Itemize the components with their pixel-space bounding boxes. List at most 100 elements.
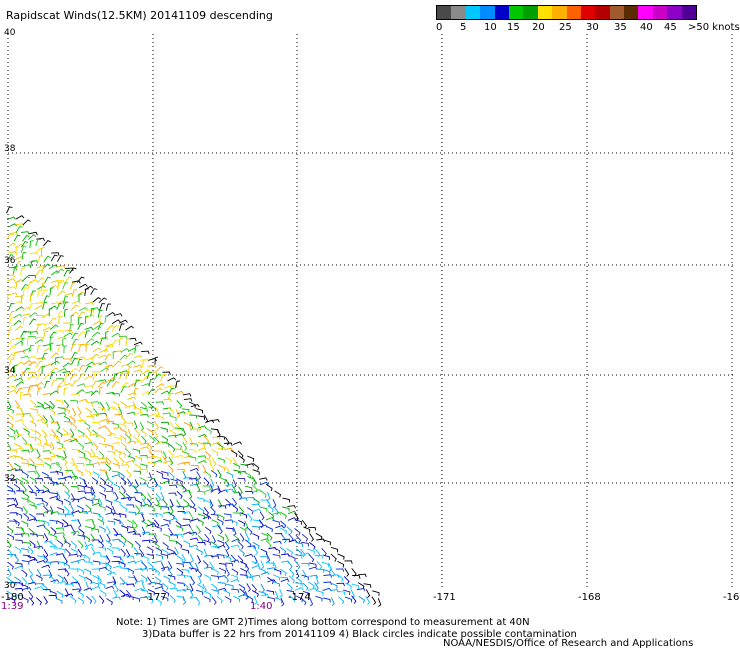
longitude-label: -180 <box>1 592 24 603</box>
wind-barb <box>239 588 246 597</box>
wind-barb <box>7 455 17 459</box>
wind-barb <box>163 518 171 525</box>
wind-barb <box>113 589 118 599</box>
wind-barb <box>22 347 32 352</box>
wind-barb <box>7 503 17 508</box>
wind-barb <box>177 510 186 515</box>
wind-barb <box>14 546 22 554</box>
wind-barb <box>71 338 79 346</box>
wind-barb <box>13 266 18 274</box>
wind-barb <box>120 477 127 486</box>
wind-barb <box>105 512 115 516</box>
wind-barb <box>168 512 175 520</box>
wind-barb <box>34 339 44 344</box>
wind-barb <box>126 504 135 508</box>
wind-barb <box>160 373 167 381</box>
wind-barb <box>252 519 261 524</box>
wind-barb <box>267 504 274 513</box>
wind-barb <box>239 560 247 568</box>
wind-barb <box>84 525 93 532</box>
wind-barb <box>76 558 86 562</box>
wind-barb <box>6 420 14 428</box>
legend-label: 20 <box>532 22 545 33</box>
wind-barb <box>91 581 99 587</box>
wind-barb <box>57 412 67 416</box>
wind-barb <box>49 546 58 550</box>
wind-barb <box>16 490 25 495</box>
legend-swatch <box>451 6 466 19</box>
wind-barb <box>358 573 367 578</box>
legend-swatch <box>552 6 567 19</box>
wind-barb <box>251 484 258 493</box>
wind-barb <box>71 332 79 340</box>
wind-barb <box>168 456 174 466</box>
wind-barb <box>154 560 163 564</box>
wind-barb <box>29 318 37 325</box>
wind-barb <box>153 373 162 380</box>
wind-barb <box>78 528 85 536</box>
wind-barb <box>63 450 67 460</box>
wind-barb <box>42 485 50 493</box>
wind-barb <box>231 538 241 543</box>
wind-barb <box>162 371 171 376</box>
wind-barb <box>57 568 67 572</box>
wind-barb <box>125 460 135 464</box>
wind-barb <box>77 316 82 326</box>
wind-barb <box>196 568 203 578</box>
wind-barb <box>84 330 90 338</box>
wind-barb <box>98 497 103 507</box>
wind-barb <box>55 470 63 476</box>
wind-barb <box>189 589 194 598</box>
wind-barb <box>281 534 287 544</box>
wind-barb <box>182 436 188 446</box>
wind-barb <box>134 463 142 471</box>
wind-barb <box>189 505 197 513</box>
wind-barb <box>50 575 56 584</box>
wind-barb <box>65 267 74 272</box>
wind-barb <box>232 457 238 467</box>
wind-barb <box>21 484 27 493</box>
wind-barb <box>85 576 93 585</box>
wind-barb <box>204 574 212 581</box>
wind-barb <box>272 554 281 559</box>
wind-barb <box>335 568 345 572</box>
wind-barb <box>7 562 14 570</box>
wind-barb <box>225 567 230 577</box>
wind-barb <box>344 582 352 590</box>
wind-barb <box>21 449 30 454</box>
wind-barb <box>204 450 211 459</box>
wind-barb <box>365 589 371 599</box>
wind-barb <box>127 429 132 438</box>
wind-barb <box>253 595 258 605</box>
wind-barb <box>183 398 193 402</box>
wind-barb <box>41 289 48 297</box>
wind-barb <box>63 420 72 425</box>
wind-barb <box>99 484 106 492</box>
wind-barb <box>15 381 24 387</box>
wind-barb <box>252 469 260 476</box>
wind-barb <box>212 524 221 529</box>
wind-barb <box>125 371 131 380</box>
wind-barb <box>342 589 351 596</box>
wind-barb <box>190 576 196 586</box>
wind-barb <box>107 571 116 576</box>
wind-barb <box>15 223 25 227</box>
wind-barb <box>44 380 50 389</box>
wind-barb <box>160 553 169 559</box>
wind-barb <box>92 442 99 451</box>
wind-barb <box>176 499 181 509</box>
wind-barb <box>245 576 254 581</box>
wind-barb <box>204 526 212 535</box>
wind-barb <box>330 589 339 593</box>
wind-barb <box>210 555 220 559</box>
wind-barb <box>27 282 33 290</box>
wind-barb <box>195 476 200 486</box>
wind-barb <box>76 469 84 476</box>
wind-barb <box>92 325 102 331</box>
wind-barb <box>204 566 213 571</box>
wind-barb <box>225 498 232 507</box>
wind-barb <box>160 421 170 426</box>
wind-barb <box>21 533 30 537</box>
wind-barb <box>210 488 220 492</box>
wind-barb <box>330 597 335 607</box>
